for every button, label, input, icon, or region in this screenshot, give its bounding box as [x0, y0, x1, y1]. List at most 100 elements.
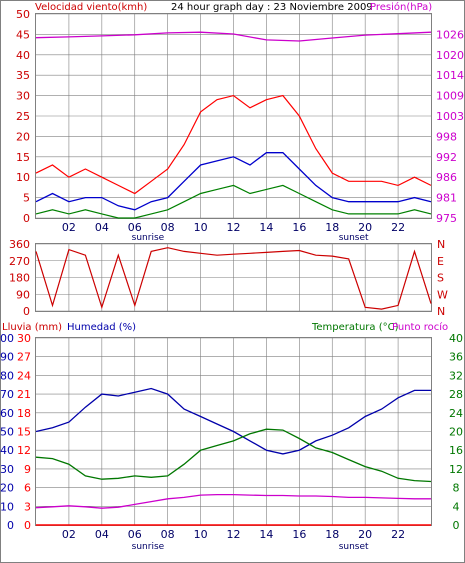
compass-tick-label: E [437, 255, 444, 268]
temp-tick-label: 36 [449, 351, 463, 364]
x-tick-label-top: 06 [128, 221, 142, 234]
direction-tick-label: 270 [9, 255, 30, 268]
temp-tick-label: 4 [453, 500, 460, 513]
x-tick-label-top: 12 [227, 221, 241, 234]
x-tick-label-top: 16 [292, 221, 306, 234]
dewpoint-line [35, 493, 431, 509]
temp-tick-label: 32 [449, 369, 463, 382]
humidity-tick-label: 60 [0, 407, 14, 420]
humidity-tick-label: 100 [0, 332, 14, 345]
direction-tick-label: 360 [9, 238, 30, 251]
pressure-tick-label: 986 [436, 171, 457, 184]
x-tick-label-top: 04 [95, 221, 109, 234]
wind-tick-label: 45 [16, 28, 30, 41]
x-tick-label-bottom: 16 [292, 528, 306, 541]
x-tick-label-bottom: 22 [391, 528, 405, 541]
temp-tick-label: 40 [449, 332, 463, 345]
x-tick-label-bottom: 02 [62, 528, 76, 541]
sunrise-label-bottom: sunrise [132, 542, 165, 552]
x-tick-label-top: 08 [161, 221, 175, 234]
wind-tick-label: 10 [16, 171, 30, 184]
pressure-title: Presión(hPa) [370, 1, 432, 13]
humidity-tick-label: 20 [0, 482, 14, 495]
rain-tick-label: 3 [24, 500, 31, 513]
wind-tick-label: 40 [16, 49, 30, 62]
temp-tick-label: 8 [453, 482, 460, 495]
x-tick-label-top: 14 [259, 221, 273, 234]
temp-tick-label: 16 [449, 444, 463, 457]
pressure-tick-label: 1020 [436, 49, 464, 62]
direction-tick-label: 90 [16, 288, 30, 301]
wind-gust-line [35, 94, 432, 195]
x-tick-label-bottom: 20 [358, 528, 372, 541]
compass-tick-label: W [437, 288, 448, 301]
wind-tick-label: 25 [16, 110, 30, 123]
wind-avg-line [35, 152, 432, 211]
chart-marks: 0202040406060808101012121414161618182020… [0, 8, 464, 552]
rain-tick-label: 15 [17, 426, 31, 439]
rain-tick-label: 24 [17, 369, 31, 382]
temp-tick-label: 28 [449, 388, 463, 401]
compass-tick-label: N [437, 305, 445, 318]
wind-speed-title: Velocidad viento(kmh) [35, 2, 147, 13]
rain-tick-label: 12 [17, 444, 31, 457]
pressure-tick-label: 1003 [436, 110, 464, 123]
graph-title: 24 hour graph day : 23 Noviembre 2009 [171, 2, 373, 13]
x-tick-label-bottom: 06 [128, 528, 142, 541]
x-tick-label-bottom: 04 [95, 528, 109, 541]
x-tick-label-bottom: 14 [259, 528, 273, 541]
humidity-tick-label: 10 [0, 500, 14, 513]
x-tick-label-bottom: 08 [161, 528, 175, 541]
humidity-tick-label: 30 [0, 463, 14, 476]
x-tick-label-top: 20 [358, 221, 372, 234]
pressure-tick-label: 975 [436, 212, 457, 225]
humidity-tick-label: 40 [0, 444, 14, 457]
rain-tick-label: 27 [17, 351, 31, 364]
rain-label: Lluvia (mm) [2, 322, 62, 333]
temp-tick-label: 12 [449, 463, 463, 476]
temp-tick-label: 20 [449, 426, 463, 439]
dewpoint-label: Punto rocío [392, 321, 448, 333]
wind-tick-label: 50 [16, 8, 30, 21]
x-tick-label-bottom: 12 [227, 528, 241, 541]
rain-tick-label: 21 [17, 388, 31, 401]
x-tick-label-top: 18 [325, 221, 339, 234]
pressure-line [35, 31, 432, 42]
humidity-label: Humedad (%) [67, 322, 136, 333]
x-tick-label-top: 22 [391, 221, 405, 234]
pressure-tick-label: 981 [436, 192, 457, 205]
humidity-tick-label: 80 [0, 369, 14, 382]
sunrise-label-top: sunrise [132, 233, 165, 243]
humidity-tick-label: 0 [7, 519, 14, 532]
wind-tick-label: 30 [16, 90, 30, 103]
pressure-tick-label: 1009 [436, 90, 464, 103]
temp-tick-label: 24 [449, 407, 463, 420]
rain-tick-label: 18 [17, 407, 31, 420]
wind-tick-label: 15 [16, 151, 30, 164]
sunset-label-bottom: sunset [339, 542, 369, 552]
temp-tick-label: 0 [453, 519, 460, 532]
pressure-tick-label: 1014 [436, 69, 464, 82]
sunset-label-top: sunset [339, 233, 369, 243]
direction-tick-label: 180 [9, 272, 30, 285]
rain-tick-label: 9 [24, 463, 31, 476]
wind-tick-label: 20 [16, 130, 30, 143]
humidity-tick-label: 50 [0, 426, 14, 439]
compass-tick-label: N [437, 238, 445, 251]
x-tick-label-bottom: 18 [325, 528, 339, 541]
x-tick-label-top: 02 [62, 221, 76, 234]
humidity-line [35, 387, 431, 455]
direction-line [35, 247, 432, 310]
x-tick-label-bottom: 10 [194, 528, 208, 541]
wind-low-line [35, 184, 432, 219]
compass-tick-label: S [437, 272, 444, 285]
pressure-tick-label: 992 [436, 151, 457, 164]
wind-tick-label: 0 [23, 212, 30, 225]
direction-tick-label: 0 [23, 305, 30, 318]
rain-tick-label: 6 [24, 482, 31, 495]
rain-tick-label: 0 [24, 519, 31, 532]
wind-tick-label: 35 [16, 69, 30, 82]
pressure-tick-label: 998 [436, 130, 457, 143]
